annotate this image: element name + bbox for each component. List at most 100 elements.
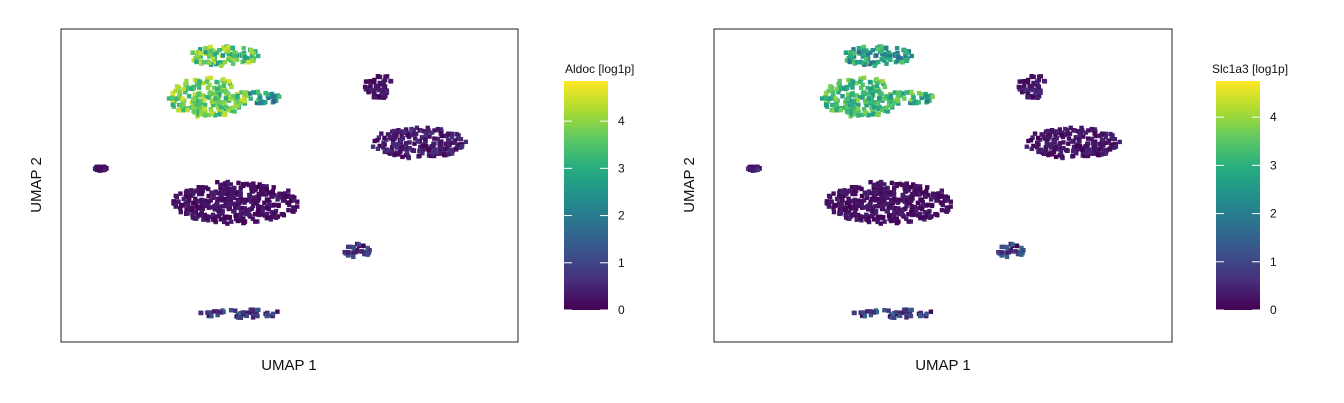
cell-point: [215, 86, 220, 91]
cell-point: [1086, 141, 1091, 146]
cell-point: [211, 91, 216, 96]
cell-point: [218, 182, 223, 188]
cell-point: [241, 216, 246, 221]
cell-point: [1080, 128, 1085, 133]
cell-point: [869, 208, 875, 213]
cell-point: [1113, 144, 1119, 149]
cell-point: [926, 213, 932, 219]
cell-point: [191, 109, 196, 114]
cell-point: [191, 201, 196, 206]
cell-point: [870, 48, 875, 53]
cell-point: [387, 135, 393, 140]
cell-point: [230, 45, 235, 51]
cell-point: [197, 79, 202, 84]
cell-point: [177, 92, 182, 98]
cell-point: [240, 310, 246, 315]
cell-point: [166, 96, 172, 101]
cell-point: [852, 109, 857, 115]
cell-point: [395, 141, 401, 147]
cell-point: [861, 52, 866, 57]
colorbar-tick-label: 2: [618, 209, 625, 223]
cell-point: [263, 100, 268, 105]
cell-point: [179, 103, 184, 109]
cell-point: [432, 136, 437, 141]
cell-point: [400, 154, 405, 160]
cell-point: [861, 198, 867, 203]
cell-point: [878, 221, 883, 226]
cell-point: [877, 89, 882, 94]
cell-point: [206, 193, 211, 199]
cell-point: [924, 313, 929, 319]
cell-point: [229, 191, 234, 197]
cell-point: [1043, 151, 1048, 156]
cell-point: [1045, 134, 1051, 140]
cell-point: [865, 309, 870, 314]
cell-point: [270, 91, 275, 97]
cell-point: [359, 249, 365, 254]
cell-point: [204, 95, 209, 100]
cell-point: [1053, 144, 1059, 149]
cell-point: [194, 57, 200, 62]
cell-point: [222, 47, 228, 52]
cell-point: [236, 315, 241, 320]
cell-point: [851, 98, 856, 103]
cell-point: [919, 95, 925, 101]
cell-point: [454, 131, 459, 137]
cell-point: [879, 51, 885, 56]
cell-point: [397, 129, 403, 134]
scatter-points: [92, 44, 468, 320]
cell-point: [853, 191, 858, 197]
cell-point: [255, 211, 261, 217]
cell-point: [1029, 84, 1035, 89]
cell-point: [432, 147, 438, 152]
cell-point: [207, 91, 212, 96]
cell-point: [854, 93, 859, 98]
cell-point: [909, 98, 914, 103]
cell-point: [1046, 151, 1051, 157]
cell-point: [267, 190, 272, 195]
cell-point: [212, 203, 217, 209]
cell-point: [889, 205, 895, 211]
cell-point: [244, 93, 249, 99]
cell-point: [1074, 143, 1079, 149]
cell-point: [860, 60, 865, 66]
cell-point: [913, 183, 919, 189]
cell-point: [870, 213, 875, 218]
cell-point: [222, 100, 227, 105]
cell-point: [891, 189, 897, 194]
cell-point: [1093, 133, 1098, 139]
cell-point: [382, 135, 387, 141]
cell-point: [905, 198, 910, 203]
cell-point: [251, 90, 256, 95]
cell-point: [889, 315, 894, 320]
colorbar-tick-label: 3: [618, 161, 625, 175]
cell-point: [1052, 138, 1057, 143]
cell-point: [917, 184, 923, 189]
cell-point: [875, 219, 880, 225]
cell-point: [914, 192, 919, 197]
cell-point: [886, 213, 892, 218]
cell-point: [910, 196, 915, 201]
cell-point: [404, 141, 409, 146]
cell-point: [891, 311, 896, 316]
cell-point: [862, 109, 868, 115]
cell-point: [233, 100, 238, 106]
cell-point: [879, 196, 884, 202]
cell-point: [392, 128, 397, 134]
cell-point: [285, 200, 290, 205]
cell-point: [191, 101, 196, 106]
cell-point: [407, 146, 412, 151]
cell-point: [207, 310, 212, 315]
cell-point: [839, 86, 844, 91]
cell-point: [1059, 133, 1064, 138]
cell-point: [419, 128, 424, 133]
cell-point: [838, 107, 843, 113]
cell-point: [1091, 146, 1096, 151]
cell-point: [428, 153, 434, 159]
cell-point: [417, 148, 422, 154]
cell-point: [207, 60, 212, 66]
cell-point: [948, 199, 953, 204]
cell-point: [865, 52, 871, 57]
cell-point: [908, 100, 913, 106]
cell-point: [176, 107, 181, 113]
